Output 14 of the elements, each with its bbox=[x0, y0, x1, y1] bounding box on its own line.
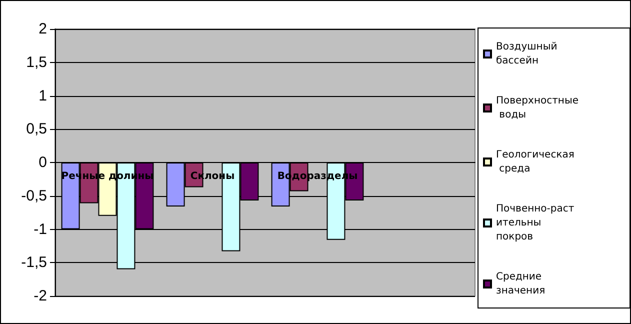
y-tick-label: 1 bbox=[38, 87, 47, 104]
y-tick-label: -0,5 bbox=[21, 187, 47, 204]
y-tick-label: -1,5 bbox=[21, 254, 47, 272]
legend-label: Геологическая среда bbox=[496, 150, 574, 174]
y-tick-label: -2 bbox=[34, 288, 47, 304]
legend-label: Почвенно-растительны покров bbox=[496, 204, 574, 242]
y-tick-label: 0 bbox=[38, 154, 47, 171]
y-tick-label: 1,5 bbox=[26, 54, 47, 71]
y-tick-label: -1 bbox=[34, 220, 47, 238]
legend-label: Воздушный бассейн bbox=[496, 42, 560, 66]
y-tick-label: 0,5 bbox=[26, 120, 47, 138]
y-tick-label: 2 bbox=[38, 20, 47, 38]
legend-label: Поверхностные воды bbox=[496, 96, 579, 120]
legend-label: Средние значения bbox=[496, 272, 546, 296]
